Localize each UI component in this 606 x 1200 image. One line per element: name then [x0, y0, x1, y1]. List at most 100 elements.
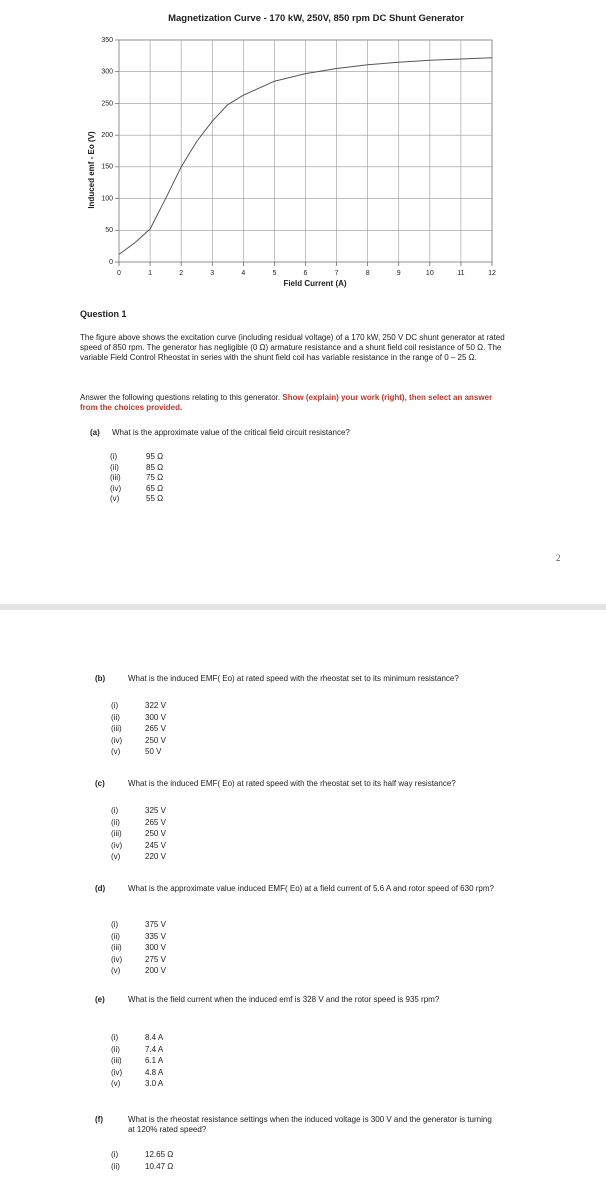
x-tick-label: 12	[488, 270, 496, 277]
option-numeral: (ii)	[111, 1044, 120, 1054]
x-tick-label: 11	[457, 270, 464, 277]
part-question: What is the field current when the induc…	[128, 995, 440, 1004]
option-value: 220 V	[145, 852, 166, 861]
option-numeral: (v)	[111, 852, 121, 861]
option-value: 12.65 Ω	[145, 1150, 174, 1159]
option-numeral: (i)	[111, 1150, 119, 1159]
x-tick-label: 8	[366, 270, 370, 277]
option-value: 4.8 A	[145, 1067, 164, 1077]
option-numeral: (iv)	[111, 735, 123, 745]
option-numeral: (ii)	[110, 462, 119, 472]
part-label: (f)	[95, 1115, 103, 1124]
option-numeral: (v)	[111, 966, 121, 975]
option-numeral: (iv)	[110, 483, 122, 493]
chart: Induced emf - Eo (V) Field Current (A) 0…	[87, 37, 496, 288]
option-numeral: (iii)	[111, 1056, 122, 1065]
x-axis-label: Field Current (A)	[283, 279, 346, 288]
part-label: (d)	[95, 884, 106, 893]
option-numeral: (iii)	[111, 724, 122, 733]
option-numeral: (v)	[111, 1079, 121, 1088]
option-numeral: (iv)	[111, 1067, 123, 1077]
option-numeral: (ii)	[111, 1161, 120, 1171]
option-numeral: (iv)	[111, 840, 123, 850]
part-question: What is the rheostat resistance settings…	[128, 1115, 492, 1134]
page-number: 2	[556, 553, 561, 563]
y-axis-label: Induced emf - Eo (V)	[87, 131, 96, 209]
option-value: 375 V	[145, 920, 166, 929]
option-numeral: (i)	[111, 1033, 119, 1042]
option-numeral: (iii)	[111, 829, 122, 838]
option-value: 335 V	[145, 931, 166, 941]
instruction: Answer the following questions relating …	[80, 393, 500, 413]
option-numeral: (i)	[111, 920, 119, 929]
option-value: 75 Ω	[146, 473, 164, 482]
option-value: 200 V	[145, 966, 166, 975]
instruction-emphasis: Show (explain) your work (right), then s…	[80, 393, 493, 412]
y-tick-label: 200	[101, 132, 113, 139]
part-question: What is the induced EMF( Eo) at rated sp…	[128, 674, 459, 683]
x-tick-label: 6	[304, 270, 308, 277]
option-value: 50 V	[145, 747, 162, 756]
option-value: 6.1 A	[145, 1056, 164, 1065]
option-numeral: (iv)	[111, 954, 123, 964]
option-numeral: (i)	[111, 701, 119, 710]
option-value: 300 V	[145, 712, 166, 722]
y-tick-label: 50	[105, 227, 113, 234]
x-tick-label: 9	[397, 270, 401, 277]
x-tick-label: 2	[179, 270, 183, 277]
chart-title: Magnetization Curve - 170 kW, 250V, 850 …	[168, 13, 464, 24]
y-tick-label: 300	[101, 69, 113, 76]
option-value: 10.47 Ω	[145, 1161, 174, 1171]
instruction-text: Answer the following questions relating …	[80, 393, 281, 402]
option-value: 322 V	[145, 701, 166, 710]
part-label: (b)	[95, 674, 106, 683]
option-value: 55 Ω	[146, 494, 164, 503]
option-value: 65 Ω	[146, 483, 164, 493]
option-value: 275 V	[145, 954, 166, 964]
option-value: 250 V	[145, 735, 166, 745]
option-value: 245 V	[145, 840, 166, 850]
option-value: 85 Ω	[146, 462, 164, 472]
y-tick-label: 150	[101, 164, 113, 171]
option-value: 325 V	[145, 806, 166, 815]
x-tick-label: 0	[117, 270, 121, 277]
option-numeral: (ii)	[111, 817, 120, 827]
option-numeral: (v)	[111, 747, 121, 756]
x-tick-label: 5	[272, 270, 276, 277]
question-paragraph: The figure above shows the excitation cu…	[80, 333, 505, 362]
y-tick-label: 350	[101, 37, 113, 44]
part-question: What is the approximate value induced EM…	[128, 884, 494, 893]
page-separator	[0, 604, 606, 610]
option-value: 265 V	[145, 724, 166, 733]
part-label: (a)	[90, 428, 100, 437]
curve	[118, 57, 493, 255]
option-numeral: (v)	[110, 494, 120, 503]
option-numeral: (iii)	[111, 943, 122, 952]
option-numeral: (i)	[111, 806, 119, 815]
x-tick-label: 1	[148, 270, 152, 277]
part-label: (e)	[95, 995, 105, 1004]
option-value: 265 V	[145, 817, 166, 827]
x-tick-label: 7	[335, 270, 339, 277]
part-question: What is the induced EMF( Eo) at rated sp…	[128, 779, 456, 788]
question-heading: Question 1	[80, 309, 127, 319]
option-numeral: (i)	[110, 452, 118, 461]
option-value: 250 V	[145, 829, 166, 838]
option-value: 8.4 A	[145, 1033, 164, 1042]
option-value: 95 Ω	[146, 452, 164, 461]
x-tick-label: 4	[241, 270, 245, 277]
option-numeral: (iii)	[110, 473, 121, 482]
option-value: 7.4 A	[145, 1044, 164, 1054]
y-tick-label: 0	[109, 259, 113, 266]
option-numeral: (ii)	[111, 712, 120, 722]
y-tick-label: 100	[101, 195, 113, 202]
x-tick-label: 3	[210, 270, 214, 277]
part-question: What is the approximate value of the cri…	[112, 428, 350, 437]
y-tick-label: 250	[101, 100, 113, 107]
option-value: 300 V	[145, 943, 166, 952]
x-tick-label: 10	[426, 270, 434, 277]
option-value: 3.0 A	[145, 1079, 164, 1088]
option-numeral: (ii)	[111, 931, 120, 941]
part-label: (c)	[95, 779, 105, 788]
